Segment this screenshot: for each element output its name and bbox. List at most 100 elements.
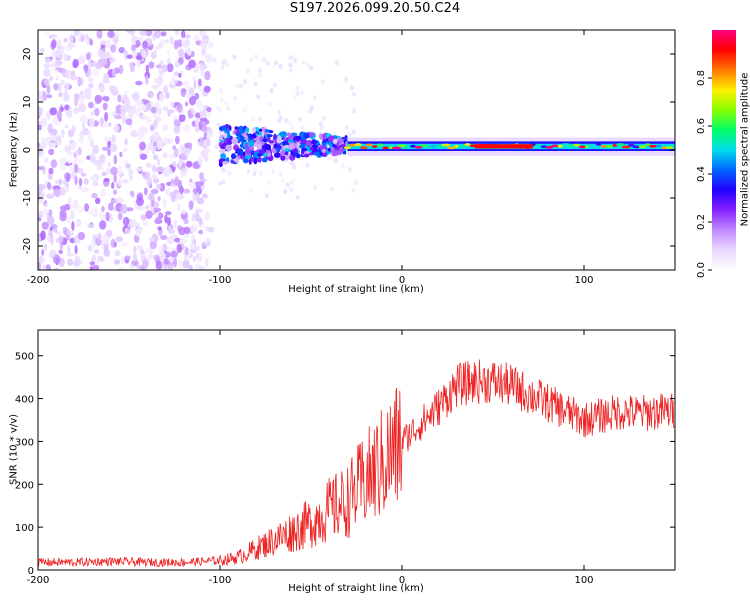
heatmap-cell bbox=[205, 137, 211, 147]
heatmap-cell bbox=[194, 92, 200, 100]
heatmap-cell bbox=[344, 76, 349, 82]
heatmap-cell bbox=[244, 142, 248, 149]
heatmap-cell bbox=[219, 143, 227, 150]
heatmap-cell bbox=[249, 139, 255, 147]
heatmap-cell bbox=[192, 255, 196, 263]
heatmap-cell bbox=[180, 168, 188, 174]
colorbar bbox=[712, 30, 736, 270]
heatmap-cell bbox=[230, 159, 234, 164]
heatmap-cell bbox=[56, 231, 62, 236]
heatmap-cell bbox=[103, 73, 110, 83]
heatmap-cell bbox=[183, 218, 189, 225]
heatmap-cell bbox=[156, 64, 162, 69]
heatmap-cell bbox=[41, 249, 45, 256]
heatmap-cell bbox=[414, 145, 423, 149]
heatmap-cell bbox=[204, 156, 209, 162]
heatmap-cell bbox=[74, 255, 81, 265]
heatmap-cell bbox=[226, 106, 231, 112]
heatmap-cell bbox=[43, 68, 51, 77]
heatmap-cell bbox=[69, 34, 74, 43]
heatmap-cell bbox=[66, 252, 75, 257]
heatmap-cell bbox=[150, 200, 155, 207]
heatmap-cell bbox=[81, 187, 89, 193]
heatmap-cell bbox=[655, 144, 662, 148]
heatmap-cell bbox=[189, 242, 196, 250]
heatmap-cell bbox=[188, 264, 193, 270]
heatmap-cell bbox=[66, 216, 72, 223]
x-tick-label: -100 bbox=[209, 575, 232, 586]
heatmap-cell bbox=[44, 202, 49, 208]
heatmap-cell bbox=[46, 193, 55, 199]
x-tick-label: 0 bbox=[399, 275, 405, 286]
heatmap-cell bbox=[58, 249, 63, 254]
heatmap-cell bbox=[353, 180, 358, 186]
heatmap-cell bbox=[198, 229, 204, 235]
x-tick-label: -200 bbox=[27, 575, 50, 586]
heatmap-cell bbox=[110, 44, 117, 53]
heatmap-cell bbox=[318, 121, 323, 127]
heatmap-cell bbox=[162, 265, 168, 270]
heatmap-cell bbox=[295, 194, 300, 200]
heatmap-cell bbox=[67, 244, 71, 254]
heatmap-cell bbox=[231, 153, 236, 160]
heatmap-cell bbox=[157, 226, 162, 231]
heatmap-cell bbox=[194, 208, 203, 213]
colorbar-tick-label: 0.2 bbox=[696, 214, 707, 230]
heatmap-cell bbox=[269, 88, 274, 93]
heatmap-cell bbox=[588, 145, 598, 149]
heatmap-cell bbox=[194, 117, 200, 126]
heatmap-cell bbox=[219, 88, 224, 94]
heatmap-cell bbox=[310, 105, 314, 111]
heatmap-cell bbox=[117, 177, 123, 187]
heatmap-cell bbox=[58, 82, 62, 93]
heatmap-cell bbox=[101, 205, 105, 213]
heatmap-cell bbox=[251, 134, 257, 139]
heatmap-cell bbox=[71, 141, 78, 148]
heatmap-cell bbox=[63, 45, 70, 52]
heatmap-cell bbox=[302, 139, 307, 144]
heatmap-cell bbox=[38, 106, 44, 116]
heatmap-cell bbox=[78, 137, 84, 144]
heatmap-cell bbox=[173, 189, 180, 194]
heatmap-cell bbox=[135, 167, 144, 172]
heatmap-cell bbox=[349, 85, 354, 91]
heatmap-cell bbox=[113, 173, 117, 184]
heatmap-cell bbox=[262, 138, 268, 143]
heatmap-cell bbox=[331, 149, 339, 157]
heatmap-cell bbox=[351, 129, 356, 135]
heatmap-cell bbox=[87, 223, 94, 228]
heatmap-cell bbox=[147, 142, 155, 152]
heatmap-cell bbox=[103, 244, 109, 253]
heatmap-cell bbox=[240, 143, 244, 148]
heatmap-cell bbox=[174, 61, 181, 68]
heatmap-cell bbox=[114, 250, 121, 257]
heatmap-cell bbox=[110, 166, 118, 176]
heatmap-cell bbox=[297, 116, 302, 122]
heatmap-cell bbox=[145, 116, 152, 125]
y-tick-label: 0 bbox=[22, 147, 33, 153]
heatmap-cell bbox=[266, 134, 273, 138]
heatmap-cell bbox=[224, 101, 229, 107]
heatmap-cell bbox=[223, 139, 228, 144]
heatmap-cell bbox=[76, 167, 84, 174]
heatmap-cell bbox=[50, 236, 54, 245]
heatmap-cell bbox=[177, 203, 181, 212]
heatmap-cell bbox=[118, 46, 125, 54]
heatmap-cell bbox=[113, 259, 121, 265]
heatmap-cell bbox=[67, 159, 72, 164]
heatmap-cell bbox=[120, 242, 129, 248]
heatmap-cell bbox=[99, 212, 103, 221]
heatmap-cell bbox=[126, 104, 133, 113]
heatmap-cell bbox=[155, 212, 159, 218]
heatmap-cell bbox=[346, 132, 351, 137]
heatmap-cell bbox=[133, 245, 137, 254]
heatmap-cell bbox=[301, 59, 306, 65]
heatmap-cell bbox=[305, 162, 310, 168]
heatmap-cell bbox=[87, 59, 92, 70]
heatmap-cell bbox=[113, 189, 118, 195]
heatmap-cell bbox=[53, 267, 60, 270]
heatmap-cell bbox=[286, 132, 291, 137]
heatmap-cell bbox=[153, 201, 160, 209]
heatmap-cell bbox=[273, 133, 277, 140]
heatmap-cell bbox=[104, 51, 111, 59]
